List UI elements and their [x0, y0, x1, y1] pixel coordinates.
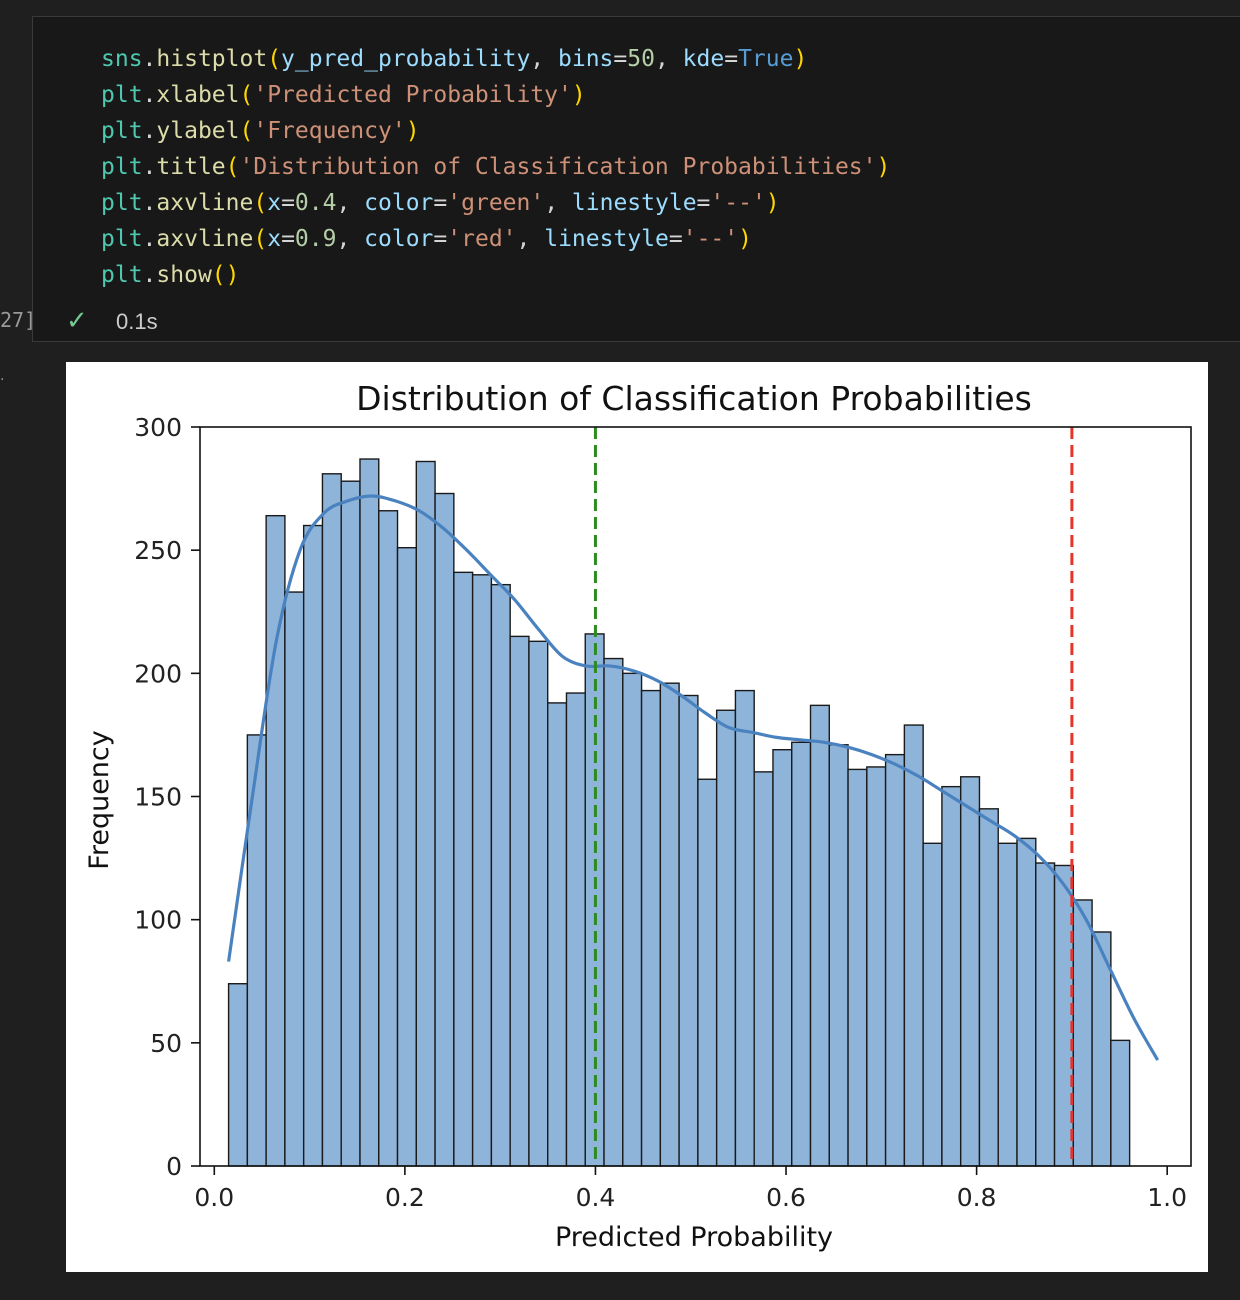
histogram-chart: Distribution of Classification Probabili…	[84, 379, 1192, 1253]
histogram-bar	[941, 785, 962, 1167]
histogram-bar	[321, 473, 342, 1167]
kde-curve	[227, 494, 1160, 1061]
histogram-bar	[753, 771, 774, 1167]
cell-output: Distribution of Classification Probabili…	[66, 362, 1208, 1272]
code-line[interactable]: sns.histplot(y_pred_probability, bins=50…	[101, 46, 808, 72]
histogram-bar	[659, 682, 680, 1167]
histogram-bar	[772, 748, 793, 1167]
output-gutter-marker: ·	[0, 372, 5, 388]
execution-duration: 0.1s	[116, 309, 158, 334]
x-axis-label: Predicted Probability	[555, 1222, 833, 1253]
histogram-bar	[359, 458, 380, 1167]
histogram-bar	[434, 492, 455, 1167]
histogram-bar	[715, 709, 737, 1167]
x-tick-label: 0.6	[766, 1183, 806, 1212]
histogram-bar	[509, 635, 530, 1167]
y-tick-label: 150	[134, 783, 182, 812]
histogram-bar	[378, 510, 399, 1167]
histogram-bar	[471, 574, 493, 1167]
x-tick-label: 1.0	[1147, 1183, 1187, 1212]
histogram-bar	[284, 591, 305, 1167]
histogram-bar	[1016, 837, 1037, 1167]
y-tick-label: 0	[166, 1152, 182, 1181]
histogram-bar	[997, 842, 1018, 1167]
histogram-bar	[922, 842, 943, 1167]
code-line[interactable]: plt.axvline(x=0.4, color='green', linest…	[101, 190, 780, 216]
histogram-bar	[828, 744, 849, 1167]
histogram-bar	[978, 808, 999, 1167]
code-line[interactable]: plt.show()	[101, 262, 240, 288]
histogram-bar	[697, 778, 718, 1167]
chart-title: Distribution of Classification Probabili…	[356, 379, 1032, 418]
histogram-bar	[528, 640, 549, 1167]
histogram-bar	[809, 704, 830, 1167]
histogram-bar	[396, 547, 418, 1167]
histogram-bar	[622, 672, 643, 1167]
x-tick-label: 0.2	[385, 1183, 425, 1212]
code-line[interactable]: plt.xlabel('Predicted Probability')	[101, 82, 586, 108]
y-tick-label: 250	[134, 536, 182, 565]
histogram-bar	[603, 657, 624, 1167]
histogram-bar	[791, 741, 812, 1167]
histogram-bar	[415, 460, 436, 1167]
execution-count: 27]	[0, 308, 37, 332]
histogram-bar	[866, 766, 887, 1167]
code-line[interactable]: plt.title('Distribution of Classificatio…	[101, 154, 891, 180]
histogram-bar	[490, 583, 511, 1167]
x-tick-label: 0.8	[957, 1183, 997, 1212]
histogram-bar	[884, 753, 906, 1167]
code-line[interactable]: plt.ylabel('Frequency')	[101, 118, 420, 144]
code-line[interactable]: plt.axvline(x=0.9, color='red', linestyl…	[101, 226, 752, 252]
histogram-bar	[340, 480, 361, 1167]
check-icon: ✓	[66, 306, 88, 336]
histogram-bar	[565, 692, 586, 1167]
histogram-bar	[847, 768, 868, 1167]
histogram-bar	[678, 694, 699, 1167]
y-tick-label: 50	[150, 1029, 182, 1058]
y-tick-label: 200	[134, 659, 182, 688]
histogram-bar	[246, 734, 267, 1167]
histogram-bar	[1072, 899, 1093, 1167]
histogram-bar	[640, 689, 662, 1167]
y-tick-label: 300	[134, 413, 182, 442]
y-tick-label: 100	[134, 906, 182, 935]
x-tick-label: 0.0	[194, 1183, 234, 1212]
histogram-bar	[547, 702, 568, 1167]
histogram-bar	[1035, 862, 1056, 1167]
y-axis-label: Frequency	[84, 730, 115, 870]
histogram-bar	[227, 983, 249, 1167]
x-tick-label: 0.4	[576, 1183, 616, 1212]
histogram-bar	[959, 776, 981, 1167]
histogram-bar	[1110, 1039, 1131, 1167]
histogram-bar	[903, 724, 924, 1167]
code-editor[interactable]: sns.histplot(y_pred_probability, bins=50…	[101, 41, 890, 293]
code-cell[interactable]: sns.histplot(y_pred_probability, bins=50…	[32, 16, 1240, 342]
histogram-bar	[453, 571, 474, 1167]
histogram-bar	[302, 524, 324, 1167]
histogram-bar	[734, 689, 755, 1167]
